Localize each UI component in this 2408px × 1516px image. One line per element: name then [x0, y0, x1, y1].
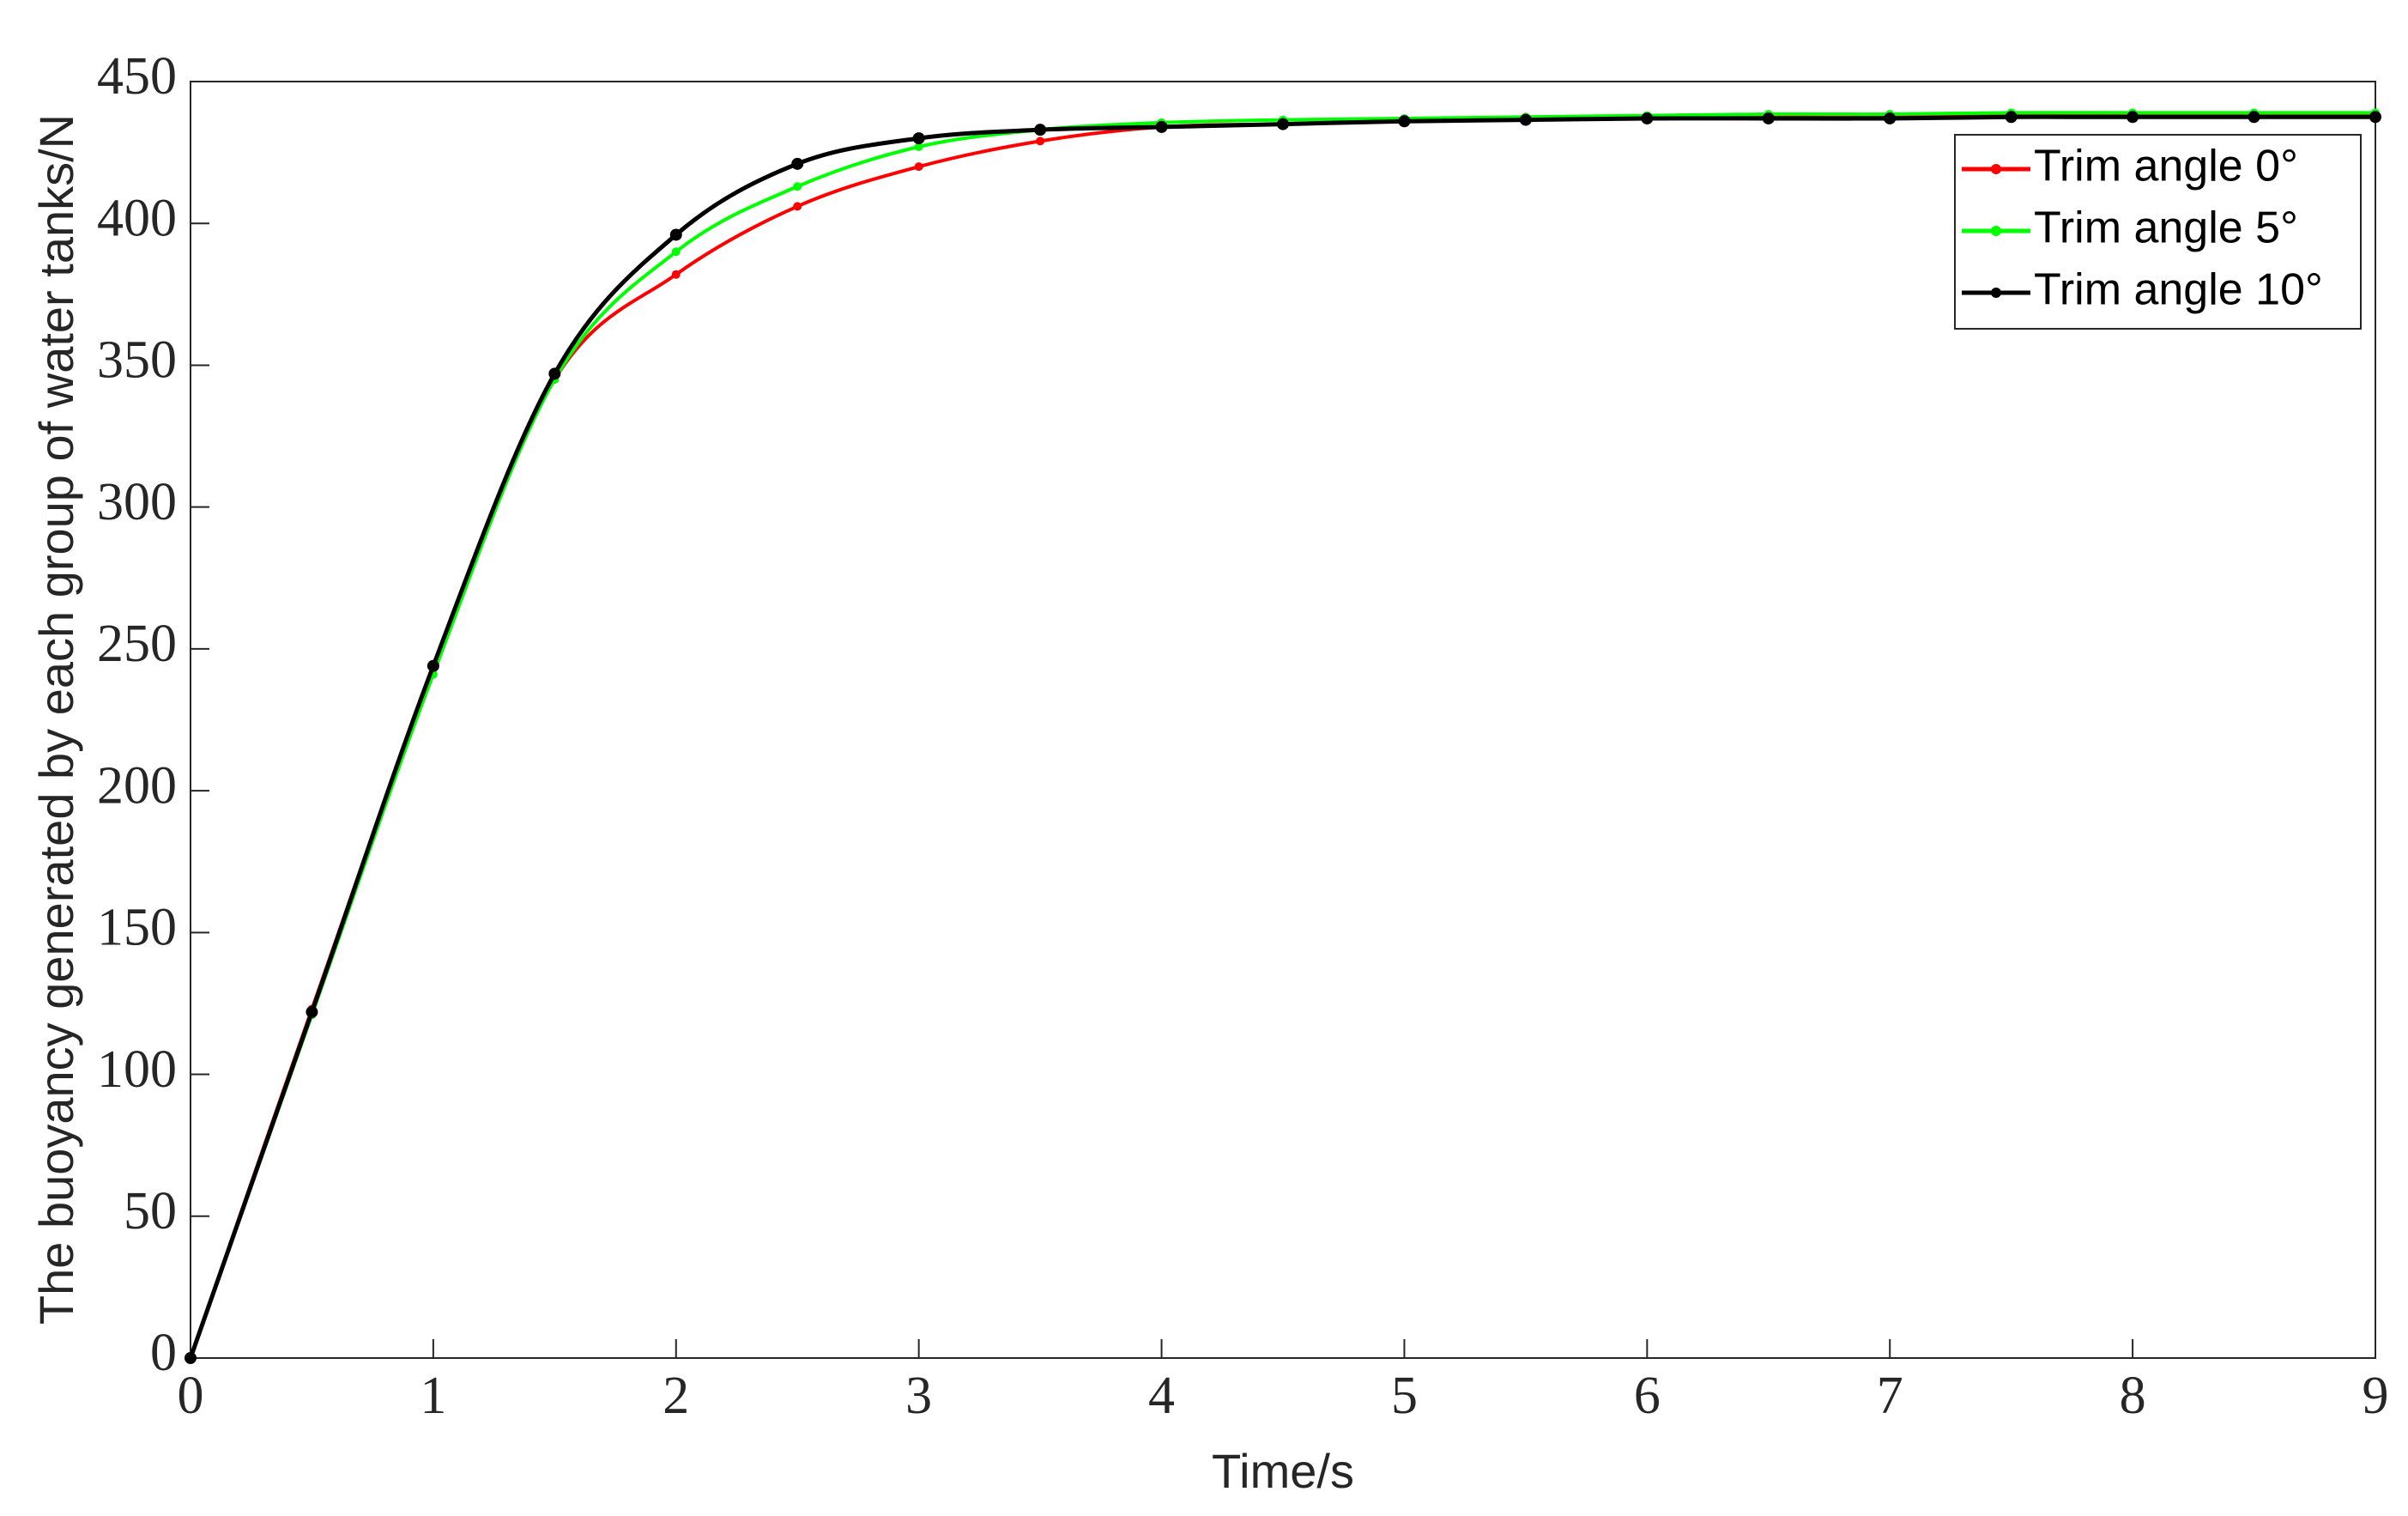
x-tick-label: 8 [2120, 1367, 2146, 1425]
x-tick-label: 6 [1634, 1367, 1661, 1425]
point-marker [427, 659, 439, 672]
point-marker [1277, 118, 1289, 130]
y-axis-label: The buoyancy generated by each group of … [29, 114, 83, 1325]
x-tick-label: 7 [1877, 1367, 1903, 1425]
point-marker [669, 228, 682, 241]
x-tick-label: 4 [1148, 1367, 1175, 1425]
y-tick-label: 150 [97, 899, 177, 957]
y-tick-label: 400 [97, 189, 177, 247]
point-marker [1398, 115, 1411, 128]
y-tick-label: 200 [97, 756, 177, 815]
point-marker [1884, 112, 1897, 124]
point-marker [793, 182, 802, 191]
point-marker [185, 1352, 197, 1364]
legend-label: Trim angle 5° [2034, 203, 2298, 253]
point-marker [1036, 136, 1045, 146]
y-tick-label: 300 [97, 473, 177, 531]
point-marker [1762, 112, 1775, 124]
point-marker [1519, 113, 1532, 126]
point-marker [1641, 112, 1654, 124]
point-marker [671, 247, 681, 257]
y-tick-label: 100 [97, 1040, 177, 1099]
legend-marker [1991, 226, 2001, 236]
point-marker [671, 270, 681, 279]
point-marker [1155, 120, 1168, 133]
point-marker [2127, 111, 2139, 124]
point-marker [912, 132, 925, 145]
y-tick-label: 0 [150, 1324, 177, 1382]
point-marker [2005, 111, 2018, 124]
plot-frame [190, 81, 2376, 1359]
point-marker [914, 162, 923, 172]
x-tick-label: 9 [2363, 1367, 2389, 1425]
x-tick-label: 3 [905, 1367, 932, 1425]
x-tick-label: 0 [178, 1367, 204, 1425]
legend-marker [1991, 288, 2001, 298]
x-tick-label: 2 [663, 1367, 689, 1425]
legend-marker [1991, 164, 2001, 174]
y-tick-label: 50 [124, 1182, 177, 1240]
point-marker [548, 367, 561, 380]
legend-label: Trim angle 0° [2034, 142, 2298, 191]
point-marker [1034, 124, 1047, 136]
point-marker [793, 202, 802, 211]
legend-label: Trim angle 10° [2034, 265, 2323, 315]
point-marker [2248, 111, 2260, 124]
point-marker [791, 157, 804, 170]
y-tick-label: 450 [97, 47, 177, 106]
point-marker [914, 143, 923, 152]
y-tick-label: 350 [97, 331, 177, 390]
x-axis-label: Time/s [1212, 1444, 1354, 1498]
point-marker [306, 1005, 318, 1018]
x-tick-label: 5 [1391, 1367, 1418, 1425]
x-tick-label: 1 [420, 1367, 446, 1425]
y-tick-label: 250 [97, 615, 177, 673]
point-marker [2369, 111, 2381, 124]
